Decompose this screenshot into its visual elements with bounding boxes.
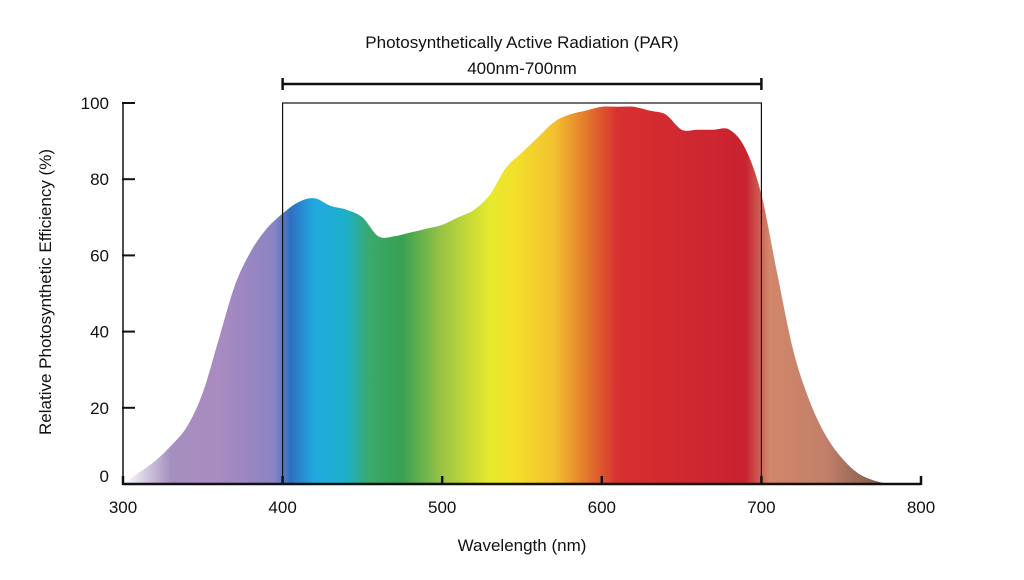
- par-range-label: 400nm-700nm: [467, 59, 577, 78]
- y-tick-label: 100: [81, 94, 109, 113]
- y-tick-label: 40: [90, 323, 109, 342]
- x-tick-label: 700: [747, 498, 775, 517]
- x-axis-title: Wavelength (nm): [458, 536, 587, 555]
- x-tick-label: 800: [907, 498, 935, 517]
- y-tick-label: 0: [100, 467, 109, 486]
- par-title: Photosynthetically Active Radiation (PAR…: [365, 33, 678, 52]
- x-tick-label: 400: [268, 498, 296, 517]
- efficiency-area: [123, 106, 890, 485]
- par-bracket: [281, 78, 763, 90]
- x-tick-label: 600: [588, 498, 616, 517]
- x-tick-label: 500: [428, 498, 456, 517]
- y-tick-label: 80: [90, 170, 109, 189]
- y-axis-title: Relative Photosynthetic Efficiency (%): [36, 149, 55, 435]
- y-tick-label: 60: [90, 246, 109, 265]
- y-tick-label: 20: [90, 399, 109, 418]
- x-ticks: 300 400 500 600 700 800: [109, 476, 935, 517]
- y-ticks: 0 20 40 60 80 100: [81, 94, 135, 486]
- x-tick-label: 300: [109, 498, 137, 517]
